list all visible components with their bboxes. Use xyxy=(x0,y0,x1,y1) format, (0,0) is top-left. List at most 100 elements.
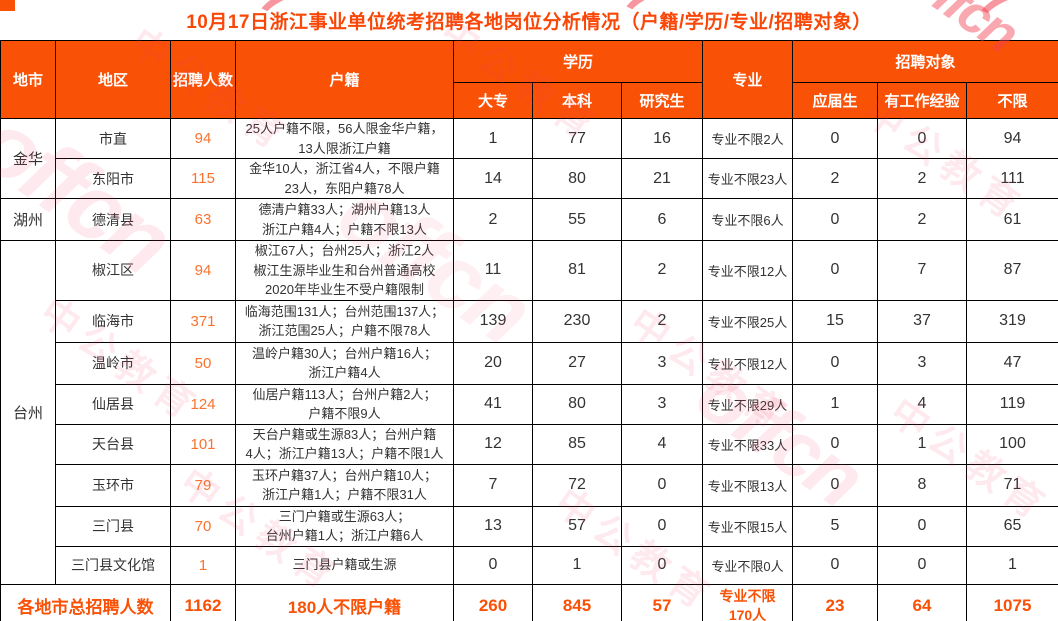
cell-region: 东阳市 xyxy=(55,158,171,199)
cell-total-count: 1162 xyxy=(170,583,236,621)
cell-jingyan: 1 xyxy=(877,423,967,465)
cell-yingjie: 0 xyxy=(792,463,878,507)
col-header-region: 地区 xyxy=(55,40,171,119)
cell-jingyan: 37 xyxy=(877,299,967,343)
cell-benke: 81 xyxy=(532,240,622,301)
cell-yingjie: 1 xyxy=(792,383,878,425)
col-header-huji: 户籍 xyxy=(235,40,454,119)
cell-total-huji: 180人不限户籍 xyxy=(235,583,454,621)
cell-count: 101 xyxy=(170,423,236,465)
recruitment-table: 地市 地区 招聘人数 户籍 学历 专业 招聘对象 大专 本科 研究生 应届生 有… xyxy=(0,40,1058,621)
cell-dazhuan: 13 xyxy=(453,505,533,547)
table-footer: 各地市总招聘人数 1162 180人不限户籍 260 845 57 专业不限 1… xyxy=(0,583,1058,621)
table-row: 玉环市 79 玉环户籍37人；台州户籍10人； 浙江户籍1人；户籍不限31人 7… xyxy=(1,463,1058,507)
cell-buxian: 1 xyxy=(966,545,1058,585)
table-row: 三门县 70 三门户籍或生源63人； 台州户籍1人；浙江户籍6人 13 57 0… xyxy=(1,505,1058,547)
cell-jingyan: 3 xyxy=(877,341,967,385)
cell-huji: 玉环户籍37人；台州户籍10人； 浙江户籍1人；户籍不限31人 xyxy=(235,463,454,507)
header-row-sub: 大专 本科 研究生 应届生 有工作经验 不限 xyxy=(1,82,1058,119)
table-row: 东阳市 115 金华10人，浙江省4人，不限户籍 23人，东阳户籍78人 14 … xyxy=(1,158,1058,199)
cell-yanjiusheng: 0 xyxy=(621,505,703,547)
cell-huji: 金华10人，浙江省4人，不限户籍 23人，东阳户籍78人 xyxy=(235,158,454,199)
cell-yingjie: 0 xyxy=(792,545,878,585)
col-header-duixiang: 招聘对象 xyxy=(792,40,1058,83)
cell-benke: 77 xyxy=(532,118,622,159)
cell-dazhuan: 7 xyxy=(453,463,533,507)
cell-buxian: 71 xyxy=(966,463,1058,507)
cell-region: 天台县 xyxy=(55,423,171,465)
cell-yanjiusheng: 2 xyxy=(621,240,703,301)
cell-jingyan: 7 xyxy=(877,240,967,301)
cell-dazhuan: 2 xyxy=(453,198,533,241)
cell-yingjie: 5 xyxy=(792,505,878,547)
cell-dazhuan: 14 xyxy=(453,158,533,199)
col-header-count: 招聘人数 xyxy=(170,40,236,119)
cell-total-zhuanye: 专业不限 170人 xyxy=(702,583,793,621)
cell-benke: 80 xyxy=(532,383,622,425)
col-header-jingyan: 有工作经验 xyxy=(877,82,967,119)
cell-buxian: 319 xyxy=(966,299,1058,343)
cell-zhuanye: 专业不限6人 xyxy=(702,198,793,241)
cell-jingyan: 8 xyxy=(877,463,967,507)
cell-zhuanye: 专业不限12人 xyxy=(702,341,793,385)
cell-jingyan: 0 xyxy=(877,505,967,547)
cell-dazhuan: 12 xyxy=(453,423,533,465)
cell-yanjiusheng: 2 xyxy=(621,299,703,343)
cell-huji: 仙居户籍113人；台州户籍2人； 户籍不限9人 xyxy=(235,383,454,425)
cell-benke: 57 xyxy=(532,505,622,547)
col-header-city: 地市 xyxy=(0,40,56,119)
cell-count: 50 xyxy=(170,341,236,385)
cell-zhuanye: 专业不限0人 xyxy=(702,545,793,585)
cell-count: 1 xyxy=(170,545,236,585)
table-row: 台州 椒江区 94 椒江67人；台州25人；浙江2人 椒江生源毕业生和台州普通高… xyxy=(0,240,1058,585)
cell-benke: 72 xyxy=(532,463,622,507)
cell-yanjiusheng: 0 xyxy=(621,545,703,585)
table-header: 地市 地区 招聘人数 户籍 学历 专业 招聘对象 大专 本科 研究生 应届生 有… xyxy=(0,40,1058,119)
cell-yingjie: 0 xyxy=(792,240,878,301)
cell-yanjiusheng: 21 xyxy=(621,158,703,199)
cell-count: 63 xyxy=(170,198,236,241)
table-row: 温岭市 50 温岭户籍30人；台州户籍16人； 浙江户籍4人 20 27 3 专… xyxy=(1,341,1058,385)
cell-zhuanye: 专业不限2人 xyxy=(702,118,793,159)
cell-count: 94 xyxy=(170,240,236,301)
cell-yanjiusheng: 3 xyxy=(621,341,703,385)
cell-buxian: 119 xyxy=(966,383,1058,425)
cell-jingyan: 0 xyxy=(877,118,967,159)
cell-count: 371 xyxy=(170,299,236,343)
cell-huji: 德清户籍33人；湖州户籍13人 浙江户籍4人；户籍不限13人 xyxy=(235,198,454,241)
cell-buxian: 94 xyxy=(966,118,1058,159)
cell-jingyan: 2 xyxy=(877,158,967,199)
cell-total-buxian: 1075 xyxy=(966,583,1058,621)
cell-total-benke: 845 xyxy=(532,583,622,621)
cell-zhuanye: 专业不限25人 xyxy=(702,299,793,343)
cell-dazhuan: 1 xyxy=(453,118,533,159)
col-header-yingjie: 应届生 xyxy=(792,82,878,119)
cell-yanjiusheng: 3 xyxy=(621,383,703,425)
page-title: 10月17日浙江事业单位统考招聘各地岗位分析情况（户籍/学历/专业/招聘对象） xyxy=(186,11,872,33)
cell-count: 115 xyxy=(170,158,236,199)
cell-yanjiusheng: 16 xyxy=(621,118,703,159)
cell-count: 70 xyxy=(170,505,236,547)
cell-region: 临海市 xyxy=(55,299,171,343)
cell-huji: 临海范围131人；台州范围137人； 浙江范围25人；户籍不限78人 xyxy=(235,299,454,343)
col-header-yanjiusheng: 研究生 xyxy=(621,82,703,119)
cell-dazhuan: 20 xyxy=(453,341,533,385)
cell-huji: 椒江67人；台州25人；浙江2人 椒江生源毕业生和台州普通高校 2020年毕业生… xyxy=(235,240,454,301)
table-row: 金华 市直 94 25人户籍不限，56人限金华户籍， 13人限浙江户籍 1 77… xyxy=(0,118,1058,199)
cell-benke: 85 xyxy=(532,423,622,465)
col-header-dazhuan: 大专 xyxy=(453,82,533,119)
cell-yingjie: 2 xyxy=(792,158,878,199)
cell-region: 玉环市 xyxy=(55,463,171,507)
cell-region: 温岭市 xyxy=(55,341,171,385)
cell-benke: 1 xyxy=(532,545,622,585)
cell-buxian: 87 xyxy=(966,240,1058,301)
cell-yingjie: 0 xyxy=(792,423,878,465)
cell-huji: 温岭户籍30人；台州户籍16人； 浙江户籍4人 xyxy=(235,341,454,385)
cell-yanjiusheng: 4 xyxy=(621,423,703,465)
cell-region: 仙居县 xyxy=(55,383,171,425)
cell-city: 台州 xyxy=(0,240,56,585)
table-row: 三门县文化馆 1 三门县户籍或生源 0 1 0 专业不限0人 0 0 1 xyxy=(1,545,1058,585)
cell-jingyan: 2 xyxy=(877,198,967,241)
cell-total-label: 各地市总招聘人数 xyxy=(0,583,171,621)
col-header-benke: 本科 xyxy=(532,82,622,119)
